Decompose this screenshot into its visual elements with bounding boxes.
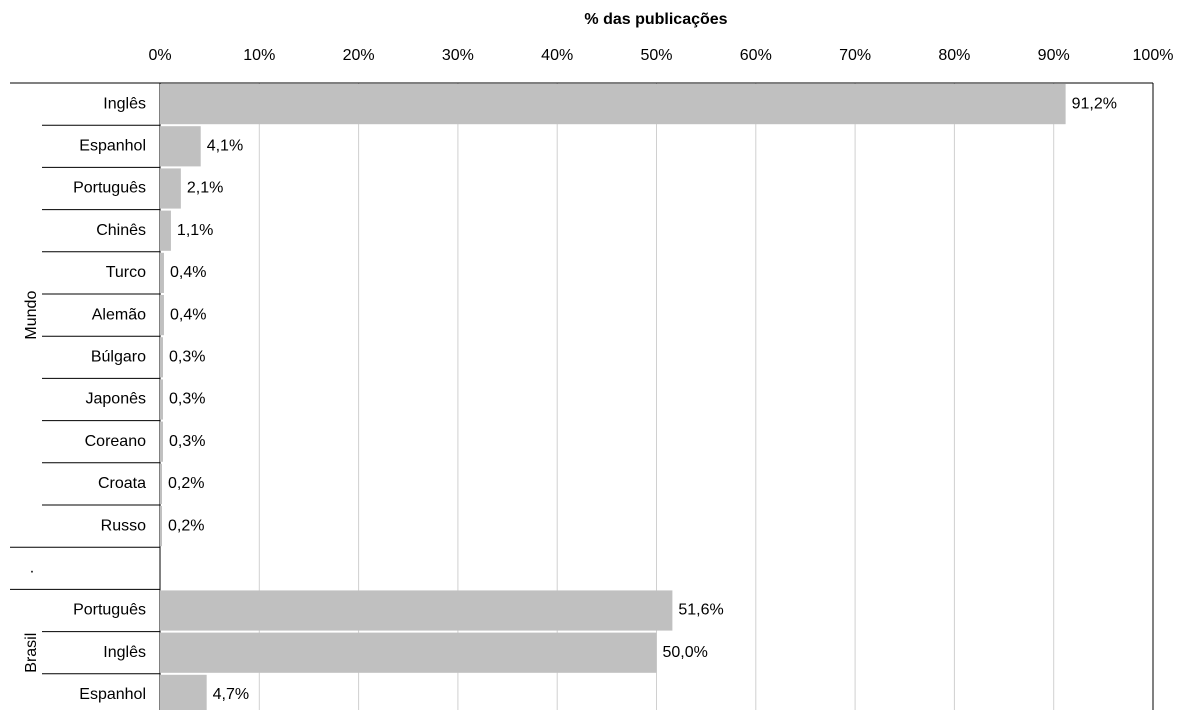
category-label: Espanhol [79,138,146,155]
x-tick-label: 20% [343,47,375,64]
category-label: Espanhol [79,686,146,703]
bar [160,168,181,209]
category-label: Inglês [103,644,146,661]
category-label: Russo [101,517,146,534]
x-tick-label: 0% [148,47,171,64]
value-label: 0,2% [168,517,204,534]
value-label: 50,0% [663,644,708,661]
category-label: Inglês [103,95,146,112]
x-tick-label: 10% [243,47,275,64]
bar [160,632,657,673]
category-label: Alemão [92,306,146,323]
bar [160,295,164,336]
x-tick-label: 100% [1133,47,1174,64]
bar [160,210,171,251]
x-tick-label: 90% [1038,47,1070,64]
x-tick-label: 80% [938,47,970,64]
value-label: 91,2% [1072,95,1117,112]
x-tick-label: 30% [442,47,474,64]
value-label: 4,1% [207,138,243,155]
x-tick-label: 40% [541,47,573,64]
category-label: Português [73,180,146,197]
value-label: 4,7% [213,686,249,703]
category-label: Coreano [85,433,146,450]
bar [160,337,163,378]
x-tick-label: 60% [740,47,772,64]
value-label: 2,1% [187,180,223,197]
x-tick-label: 50% [640,47,672,64]
x-axis-label: % das publicações [584,11,727,28]
bar [160,379,163,420]
bar [160,252,164,293]
value-label: 1,1% [177,222,213,239]
bar [160,126,201,167]
bar [160,463,162,504]
category-label: Português [73,602,146,619]
category-label: Turco [106,264,146,281]
group-label: Brasil [23,633,40,673]
category-label: Chinês [96,222,146,239]
value-label: 0,2% [168,475,204,492]
x-tick-label: 70% [839,47,871,64]
bar [160,84,1066,125]
group-label: Mundo [23,291,40,340]
category-label: Japonês [86,391,147,408]
group-label: . [30,560,34,577]
value-label: 51,6% [678,602,723,619]
value-label: 0,3% [169,391,205,408]
bar [160,590,673,631]
category-label: Búlgaro [91,349,146,366]
value-label: 0,3% [169,433,205,450]
bar [160,421,163,462]
value-label: 0,4% [170,306,206,323]
category-label: Croata [98,475,146,492]
value-label: 0,4% [170,264,206,281]
value-label: 0,3% [169,349,205,366]
bar [160,674,207,710]
bar [160,506,162,547]
